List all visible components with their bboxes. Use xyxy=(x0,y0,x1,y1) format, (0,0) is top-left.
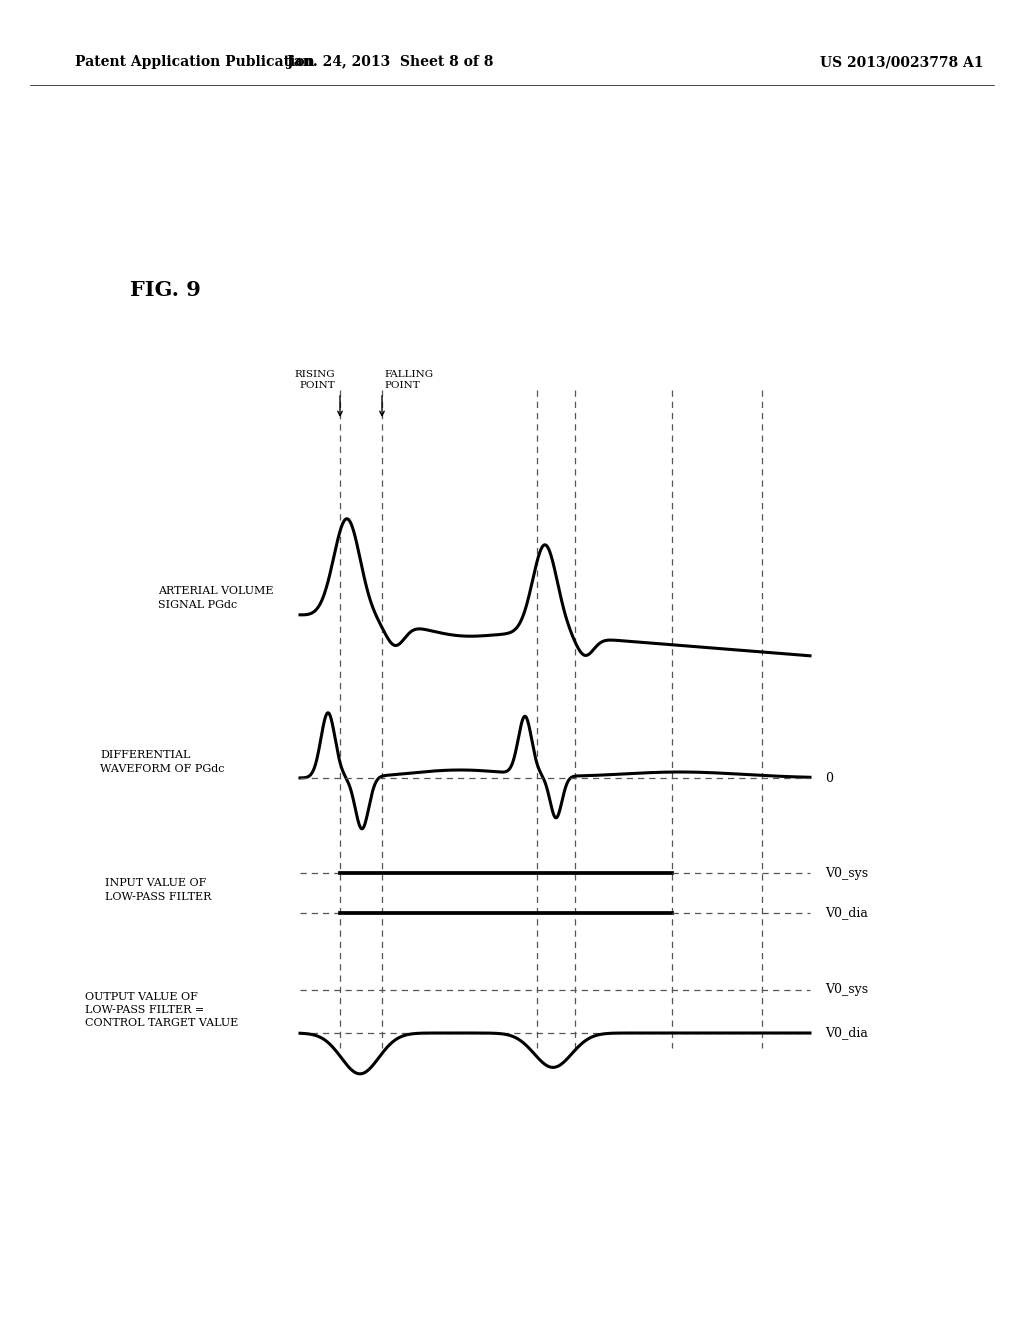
Text: ARTERIAL VOLUME
SIGNAL PGdc: ARTERIAL VOLUME SIGNAL PGdc xyxy=(158,586,273,610)
Text: V0_sys: V0_sys xyxy=(825,866,868,879)
Text: INPUT VALUE OF
LOW-PASS FILTER: INPUT VALUE OF LOW-PASS FILTER xyxy=(105,878,211,902)
Text: Patent Application Publication: Patent Application Publication xyxy=(75,55,314,69)
Text: V0_dia: V0_dia xyxy=(825,907,868,920)
Text: RISING
POINT: RISING POINT xyxy=(294,370,335,389)
Text: Jan. 24, 2013  Sheet 8 of 8: Jan. 24, 2013 Sheet 8 of 8 xyxy=(287,55,494,69)
Text: DIFFERENTIAL
WAVEFORM OF PGdc: DIFFERENTIAL WAVEFORM OF PGdc xyxy=(100,750,224,774)
Text: OUTPUT VALUE OF
LOW-PASS FILTER =
CONTROL TARGET VALUE: OUTPUT VALUE OF LOW-PASS FILTER = CONTRO… xyxy=(85,991,239,1028)
Text: US 2013/0023778 A1: US 2013/0023778 A1 xyxy=(820,55,983,69)
Text: FIG. 9: FIG. 9 xyxy=(130,280,201,300)
Text: V0_dia: V0_dia xyxy=(825,1027,868,1040)
Text: FALLING
POINT: FALLING POINT xyxy=(384,370,433,389)
Text: 0: 0 xyxy=(825,771,833,784)
Text: V0_sys: V0_sys xyxy=(825,983,868,997)
